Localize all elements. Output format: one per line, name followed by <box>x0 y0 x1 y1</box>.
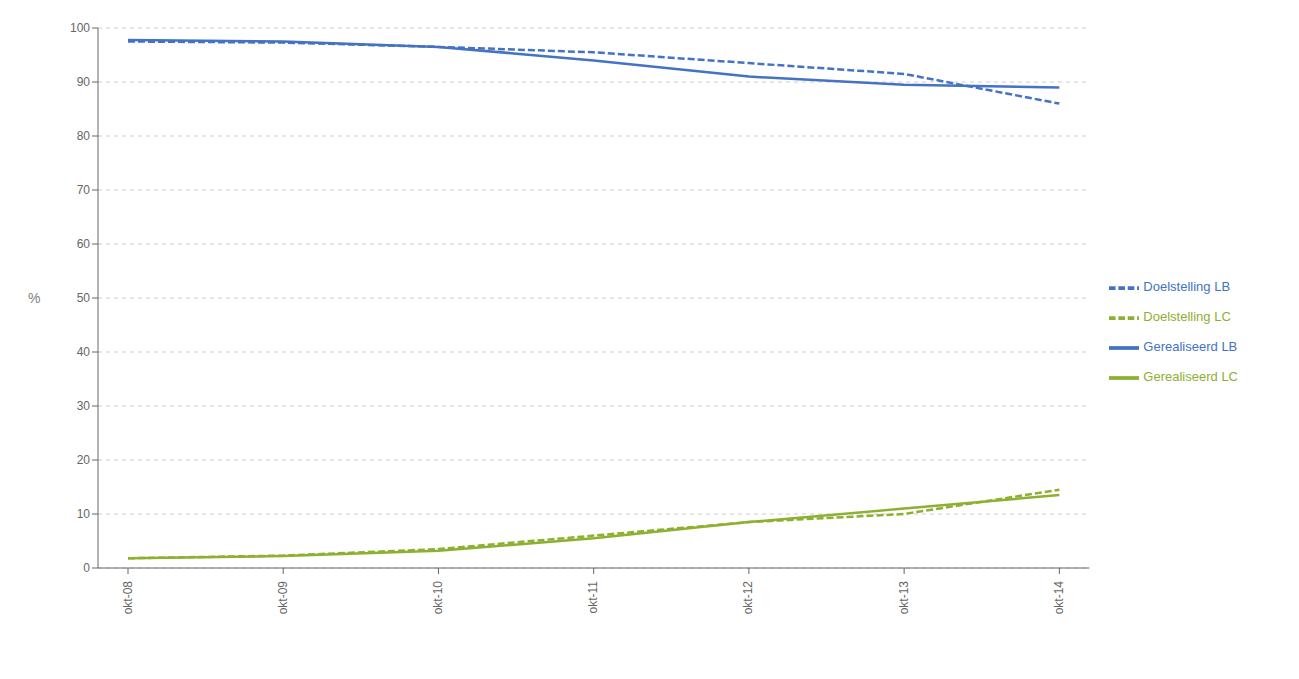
svg-text:80: 80 <box>77 129 91 143</box>
svg-text:okt-13: okt-13 <box>897 581 911 615</box>
html-text:Doelstelling LB: Doelstelling LB <box>1143 279 1231 295</box>
svg-text:40: 40 <box>77 345 91 359</box>
svg-text:20: 20 <box>77 453 91 467</box>
svg-text:okt-14: okt-14 <box>1052 581 1066 615</box>
html-text:Gerealiseerd LC: Gerealiseerd LC <box>1143 369 1238 385</box>
html-text:Doelstelling LC: Doelstelling LC <box>1143 309 1231 325</box>
svg-text:60: 60 <box>77 237 91 251</box>
svg-text:okt-09: okt-09 <box>276 581 290 615</box>
svg-text:100: 100 <box>70 21 90 35</box>
svg-text:90: 90 <box>77 75 91 89</box>
svg-text:30: 30 <box>77 399 91 413</box>
svg-text:okt-10: okt-10 <box>431 581 445 615</box>
svg-text:50: 50 <box>77 291 91 305</box>
html-text:Gerealiseerd LB: Gerealiseerd LB <box>1143 339 1238 355</box>
svg-text:%: % <box>28 290 40 306</box>
svg-text:10: 10 <box>77 507 91 521</box>
svg-text:0: 0 <box>83 561 90 575</box>
svg-text:okt-08: okt-08 <box>121 581 135 615</box>
svg-text:okt-12: okt-12 <box>741 581 755 615</box>
svg-text:70: 70 <box>77 183 91 197</box>
svg-text:okt-11: okt-11 <box>586 581 600 614</box>
